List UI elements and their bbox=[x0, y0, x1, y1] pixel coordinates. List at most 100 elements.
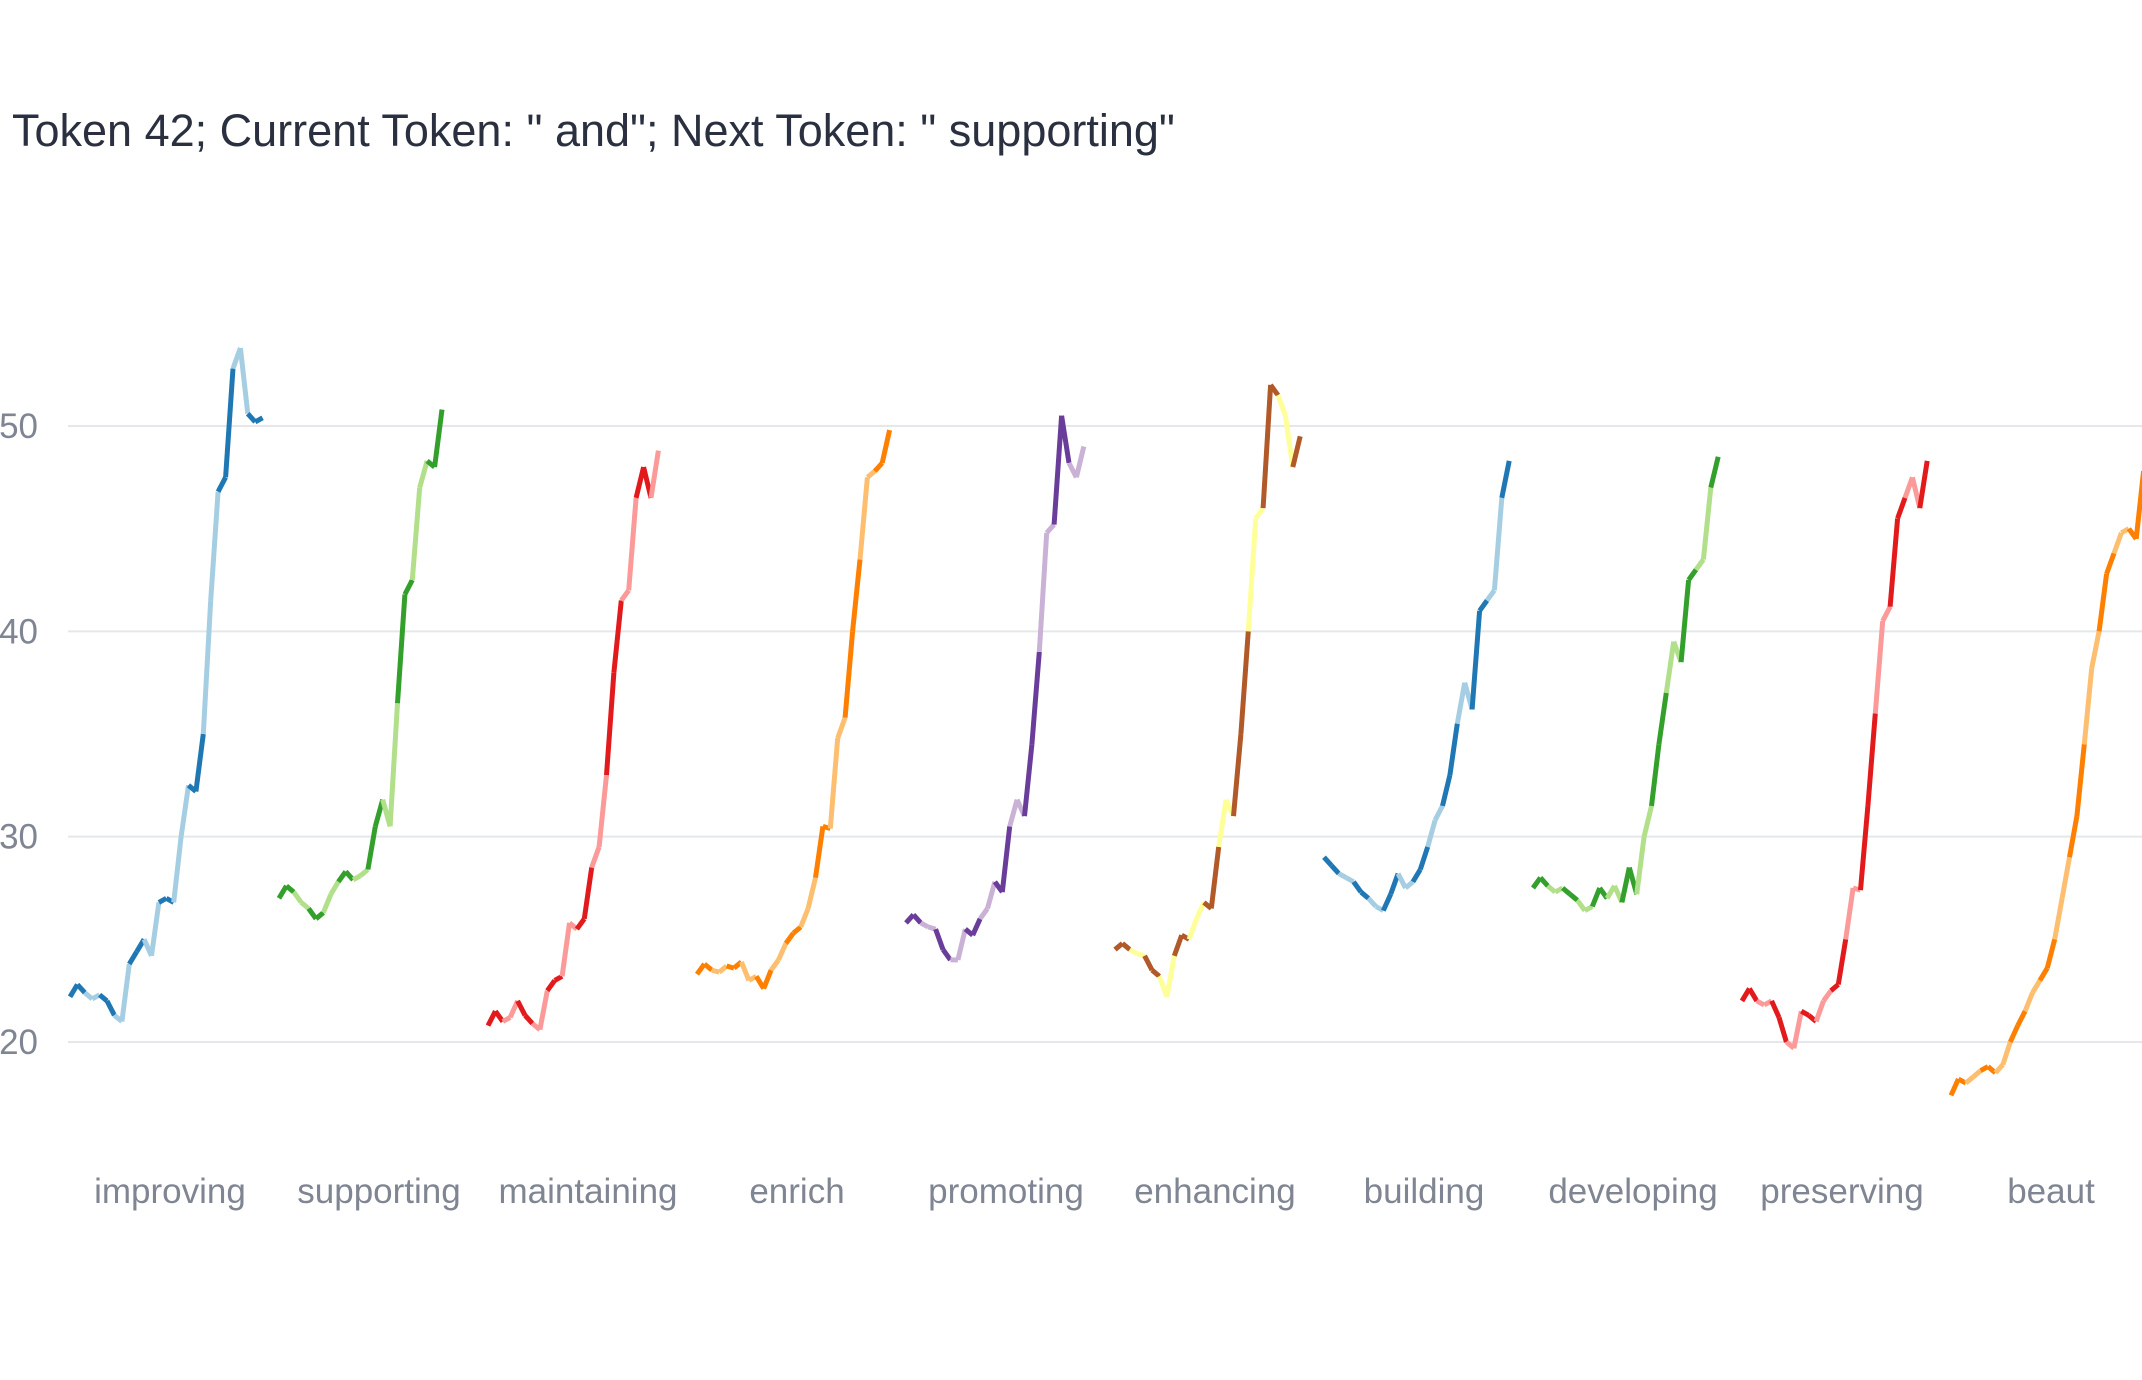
line-segment bbox=[1971, 1068, 1983, 1079]
line-segment bbox=[237, 347, 251, 414]
line-segment bbox=[1708, 456, 1721, 489]
line-segment bbox=[1865, 713, 1878, 807]
line-segment bbox=[1678, 579, 1692, 663]
line-segment bbox=[1290, 435, 1303, 468]
line-segment bbox=[1344, 875, 1355, 884]
series-supporting bbox=[276, 409, 445, 921]
category-label-beaut: beaut bbox=[2007, 1172, 2095, 1211]
line-segment bbox=[2081, 668, 2095, 745]
line-segment bbox=[2096, 573, 2110, 632]
line-segment bbox=[1835, 938, 1849, 985]
line-segment bbox=[284, 883, 296, 895]
line-segment bbox=[2111, 531, 2124, 555]
line-segment bbox=[1538, 876, 1550, 888]
line-segment bbox=[805, 877, 818, 910]
line-segment bbox=[1948, 1077, 1961, 1097]
line-segment bbox=[1282, 415, 1296, 468]
line-segment bbox=[193, 733, 206, 792]
line-segment bbox=[493, 1009, 505, 1023]
line-segment bbox=[711, 967, 720, 975]
line-segment bbox=[776, 942, 789, 961]
line-segment bbox=[1337, 871, 1348, 880]
line-segment bbox=[940, 948, 953, 962]
line-segment bbox=[1425, 819, 1438, 848]
line-segment bbox=[1440, 774, 1453, 807]
line-segment bbox=[127, 950, 139, 966]
line-segment bbox=[2059, 856, 2072, 899]
y-tick-label: 20 bbox=[0, 1023, 38, 1062]
line-segment bbox=[769, 958, 781, 972]
line-segment bbox=[149, 902, 162, 957]
line-segment bbox=[2008, 1024, 2020, 1044]
series-preserving bbox=[1739, 460, 1930, 1051]
line-segment bbox=[589, 846, 602, 869]
line-segment bbox=[2104, 552, 2117, 575]
line-segment bbox=[1895, 497, 1908, 520]
line-segment bbox=[813, 826, 826, 879]
line-segment bbox=[1964, 1074, 1975, 1086]
line-segment bbox=[1858, 805, 1871, 891]
line-segment bbox=[1136, 951, 1146, 959]
category-label-enrich: enrich bbox=[749, 1172, 844, 1211]
line-segment bbox=[2044, 938, 2058, 969]
line-segment bbox=[1957, 1076, 1968, 1086]
line-segment bbox=[1410, 868, 1423, 884]
line-segment bbox=[626, 497, 639, 591]
line-segment bbox=[1044, 522, 1056, 535]
line-segment bbox=[208, 491, 221, 601]
line-segment bbox=[1268, 383, 1281, 397]
line-segment bbox=[1253, 506, 1266, 520]
line-segment bbox=[2052, 897, 2065, 940]
line-segment bbox=[545, 978, 557, 993]
line-segment bbox=[1322, 855, 1334, 868]
series-improving bbox=[67, 347, 264, 1024]
line-segment bbox=[515, 999, 528, 1017]
line-segment bbox=[648, 450, 661, 499]
line-segment bbox=[523, 1013, 535, 1026]
line-segment bbox=[581, 867, 595, 920]
line-segment bbox=[1388, 872, 1401, 896]
line-segment bbox=[978, 907, 990, 921]
line-segment bbox=[842, 631, 856, 718]
line-segment bbox=[604, 672, 617, 776]
line-segment bbox=[1238, 631, 1251, 735]
line-segment bbox=[1447, 723, 1460, 776]
line-segment bbox=[395, 594, 408, 704]
line-segment bbox=[314, 910, 326, 921]
line-segment bbox=[1395, 872, 1408, 890]
line-segment bbox=[1120, 941, 1132, 952]
line-segment bbox=[328, 880, 341, 896]
line-segment bbox=[2030, 979, 2043, 994]
line-segment bbox=[402, 578, 415, 596]
line-segment bbox=[1829, 982, 1840, 993]
line-segment bbox=[223, 368, 236, 478]
category-label-improving: improving bbox=[94, 1172, 246, 1211]
line-segment bbox=[1216, 799, 1229, 848]
line-segment bbox=[717, 964, 729, 975]
line-segment bbox=[739, 960, 752, 982]
line-segment bbox=[1417, 846, 1431, 871]
line-segment bbox=[83, 990, 94, 1001]
gridlines bbox=[68, 425, 2142, 1043]
line-segment bbox=[1700, 487, 1714, 560]
line-segment bbox=[559, 922, 572, 977]
line-segment bbox=[919, 920, 930, 930]
line-segment bbox=[1568, 892, 1579, 903]
line-segment bbox=[215, 476, 228, 493]
line-segment bbox=[501, 1015, 512, 1024]
category-label-promoting: promoting bbox=[928, 1172, 1084, 1211]
line-segment bbox=[1260, 384, 1274, 509]
series-lines bbox=[67, 347, 2142, 1097]
line-segment bbox=[1663, 641, 1677, 694]
y-tick-label: 40 bbox=[0, 612, 38, 651]
line-segment bbox=[1231, 733, 1244, 817]
line-segment bbox=[90, 992, 101, 1002]
category-label-preserving: preserving bbox=[1760, 1172, 1923, 1211]
line-segment bbox=[2074, 744, 2087, 817]
line-segment bbox=[798, 907, 811, 928]
line-segment bbox=[1880, 605, 1893, 623]
line-segment bbox=[911, 913, 923, 925]
line-segment bbox=[2133, 470, 2142, 540]
line-segment bbox=[1491, 497, 1505, 591]
line-segment bbox=[1560, 886, 1572, 897]
